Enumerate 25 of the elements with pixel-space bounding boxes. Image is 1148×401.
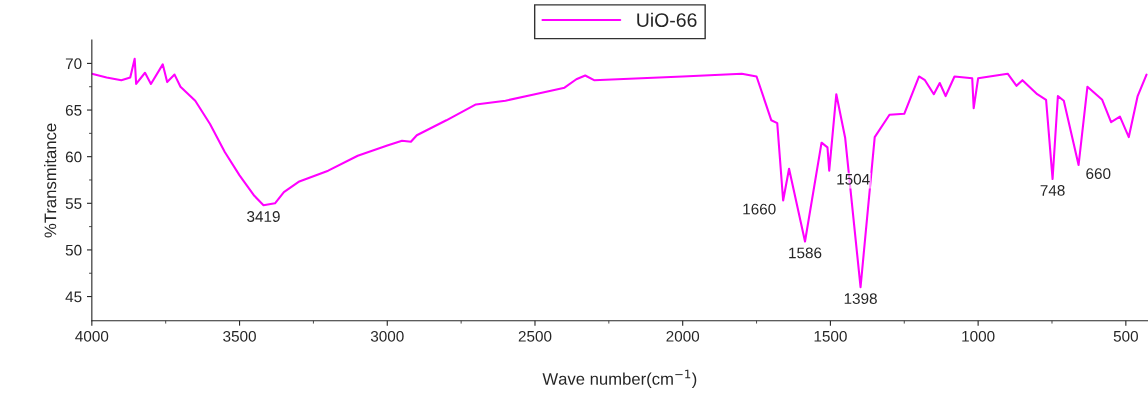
y-tick-label: 70 bbox=[65, 58, 82, 70]
y-tick-label: 60 bbox=[65, 151, 82, 163]
annotation: 660 bbox=[1086, 168, 1111, 180]
y-tick-label: 45 bbox=[65, 291, 82, 303]
x-tick-label: 2500 bbox=[518, 330, 552, 342]
y-tick-label: 55 bbox=[65, 198, 82, 209]
x-tick-label: 3000 bbox=[370, 330, 404, 342]
x-tick-label: 2000 bbox=[666, 330, 700, 342]
y-tick-label: 65 bbox=[65, 104, 82, 116]
x-axis-title: Wave number(cm$^{−1}$) bbox=[542, 369, 697, 389]
x-tick-label: 1000 bbox=[962, 330, 995, 342]
annotation: 1586 bbox=[789, 247, 822, 259]
annotation: 3419 bbox=[247, 211, 280, 222]
annotation: 748 bbox=[1040, 185, 1065, 196]
y-axis-title: %Transmitance bbox=[44, 123, 57, 238]
x-tick-label: 500 bbox=[1113, 330, 1138, 342]
annotation: 1398 bbox=[844, 293, 877, 305]
x-tick-label: 3500 bbox=[223, 330, 256, 342]
x-tick-label: 4000 bbox=[75, 330, 109, 342]
line-series bbox=[91, 57, 1148, 289]
legend-label: UiO-66 bbox=[637, 12, 697, 27]
annotation: 1504 bbox=[837, 173, 870, 185]
x-tick-label: 1500 bbox=[814, 330, 847, 342]
annotation: 1660 bbox=[743, 203, 776, 215]
y-tick-label: 50 bbox=[65, 244, 82, 256]
